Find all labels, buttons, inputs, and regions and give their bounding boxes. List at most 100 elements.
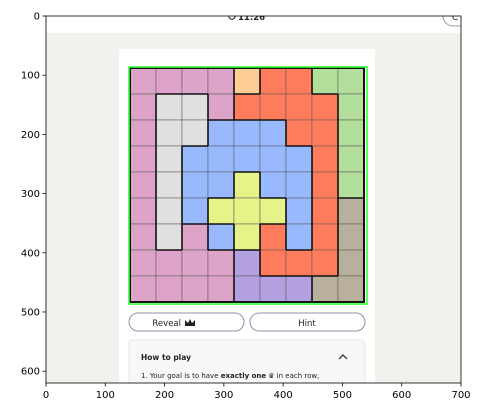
board-cell[interactable] bbox=[259, 275, 287, 303]
board-cell[interactable] bbox=[207, 197, 235, 225]
board-cell[interactable] bbox=[285, 93, 313, 121]
board-cell[interactable] bbox=[129, 275, 157, 303]
rule-text-suffix: in each row, bbox=[274, 372, 319, 380]
board-cell[interactable] bbox=[259, 171, 287, 199]
chevron-up-icon[interactable] bbox=[338, 354, 348, 360]
board-cell[interactable] bbox=[285, 249, 313, 277]
board-cell[interactable] bbox=[259, 223, 287, 251]
board-cell[interactable] bbox=[155, 93, 183, 121]
board-cell[interactable] bbox=[155, 197, 183, 225]
how-to-play-card bbox=[128, 339, 366, 383]
board-cell[interactable] bbox=[181, 275, 209, 303]
board-cell[interactable] bbox=[181, 93, 209, 121]
board-cell[interactable] bbox=[337, 223, 365, 251]
board-cell[interactable] bbox=[181, 119, 209, 147]
board-cell[interactable] bbox=[129, 93, 157, 121]
board-cell[interactable] bbox=[311, 67, 339, 95]
board-cell[interactable] bbox=[233, 145, 261, 173]
board-cell[interactable] bbox=[129, 67, 157, 95]
board-cell[interactable] bbox=[181, 249, 209, 277]
board-cell[interactable] bbox=[181, 171, 209, 199]
board-cell[interactable] bbox=[285, 145, 313, 173]
board-cell[interactable] bbox=[207, 93, 235, 121]
board-cell[interactable] bbox=[259, 145, 287, 173]
board-cell[interactable] bbox=[259, 197, 287, 225]
board-cell[interactable] bbox=[233, 275, 261, 303]
board-cell[interactable] bbox=[207, 67, 235, 95]
board-cell[interactable] bbox=[129, 145, 157, 173]
board-cell[interactable] bbox=[155, 67, 183, 95]
board-cell[interactable] bbox=[337, 171, 365, 199]
board-cell[interactable] bbox=[233, 223, 261, 251]
board-cell[interactable] bbox=[233, 119, 261, 147]
hint-button[interactable]: Hint bbox=[249, 312, 366, 332]
board-cell[interactable] bbox=[259, 249, 287, 277]
y-tick-label: 200 bbox=[21, 130, 40, 141]
board-cell[interactable] bbox=[129, 223, 157, 251]
board-cell[interactable] bbox=[207, 145, 235, 173]
board-cell[interactable] bbox=[155, 275, 183, 303]
board-cell[interactable] bbox=[207, 171, 235, 199]
board-cell[interactable] bbox=[155, 223, 183, 251]
board-cell[interactable] bbox=[311, 93, 339, 121]
board-cell[interactable] bbox=[207, 275, 235, 303]
status-time-text: 11:26 bbox=[238, 13, 265, 23]
board-cell[interactable] bbox=[129, 171, 157, 199]
board-cell[interactable] bbox=[285, 197, 313, 225]
x-tick-label: 500 bbox=[333, 390, 352, 401]
board-cell[interactable] bbox=[233, 93, 261, 121]
y-tick-label: 500 bbox=[21, 307, 40, 318]
board-cell[interactable] bbox=[337, 249, 365, 277]
board-cell[interactable] bbox=[155, 119, 183, 147]
reveal-button[interactable]: Reveal bbox=[128, 312, 245, 332]
board-cell[interactable] bbox=[129, 197, 157, 225]
board-cell[interactable] bbox=[233, 171, 261, 199]
board-cell[interactable] bbox=[285, 171, 313, 199]
board-cell[interactable] bbox=[259, 93, 287, 121]
board-cell[interactable] bbox=[259, 67, 287, 95]
board-cell[interactable] bbox=[337, 197, 365, 225]
board-cell[interactable] bbox=[311, 145, 339, 173]
board-cell[interactable] bbox=[285, 275, 313, 303]
board-cell[interactable] bbox=[285, 67, 313, 95]
board-cell[interactable] bbox=[337, 119, 365, 147]
how-to-play-rule: 1. Your goal is to have exactly one ♛ in … bbox=[141, 372, 319, 380]
board-cell[interactable] bbox=[129, 119, 157, 147]
board-cell[interactable] bbox=[181, 197, 209, 225]
board-cell[interactable] bbox=[259, 119, 287, 147]
board-cell[interactable] bbox=[337, 93, 365, 121]
puzzle-board bbox=[129, 67, 365, 303]
board-cell[interactable] bbox=[155, 249, 183, 277]
hint-button-outline[interactable] bbox=[249, 312, 366, 332]
board-cell[interactable] bbox=[181, 145, 209, 173]
board-cell[interactable] bbox=[129, 249, 157, 277]
board-cell[interactable] bbox=[233, 197, 261, 225]
corner-button-outline[interactable] bbox=[442, 6, 473, 27]
board-cell[interactable] bbox=[155, 171, 183, 199]
board-cell[interactable] bbox=[285, 223, 313, 251]
y-tick-label: 400 bbox=[21, 248, 40, 259]
board-cell[interactable] bbox=[311, 171, 339, 199]
corner-button[interactable]: C bbox=[442, 6, 473, 27]
board-cell[interactable] bbox=[207, 119, 235, 147]
board-cell[interactable] bbox=[311, 223, 339, 251]
board-cell[interactable] bbox=[311, 249, 339, 277]
reveal-button-label: Reveal bbox=[152, 319, 181, 329]
board-cell[interactable] bbox=[155, 145, 183, 173]
x-tick-label: 100 bbox=[96, 390, 115, 401]
board-cell[interactable] bbox=[233, 249, 261, 277]
board-cell[interactable] bbox=[337, 145, 365, 173]
board-cell[interactable] bbox=[311, 275, 339, 303]
board-cell[interactable] bbox=[337, 275, 365, 303]
crown-icon bbox=[185, 319, 195, 326]
board-cell[interactable] bbox=[311, 119, 339, 147]
board-cell[interactable] bbox=[207, 249, 235, 277]
board-cell[interactable] bbox=[311, 197, 339, 225]
board-cell[interactable] bbox=[181, 67, 209, 95]
board-cell[interactable] bbox=[233, 67, 261, 95]
board-cell[interactable] bbox=[207, 223, 235, 251]
board-cell[interactable] bbox=[285, 119, 313, 147]
board-cell[interactable] bbox=[181, 223, 209, 251]
board-cell[interactable] bbox=[337, 67, 365, 95]
